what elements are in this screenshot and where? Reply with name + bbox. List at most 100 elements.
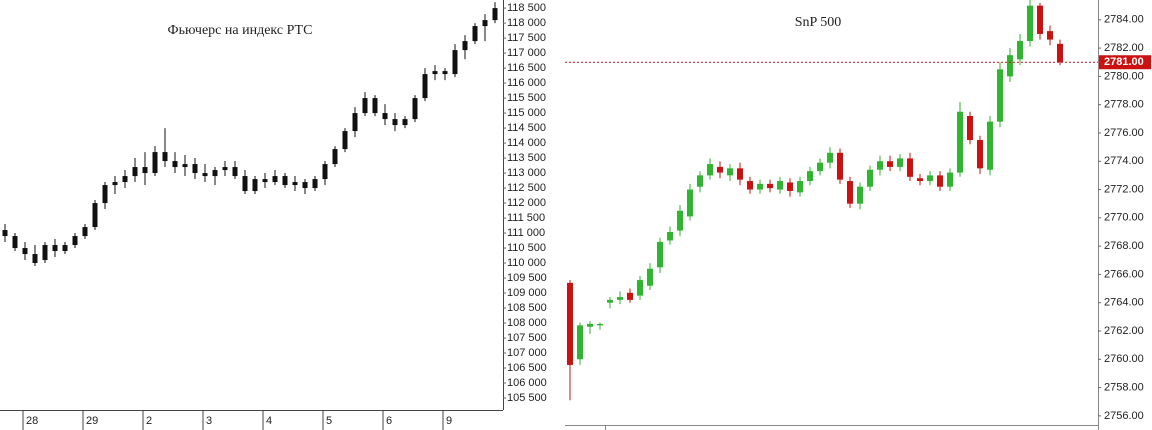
y-tick-label: 115 500	[507, 92, 546, 104]
candle-body	[787, 182, 793, 191]
y-tick-label: 112 500	[507, 182, 546, 194]
candle-body	[877, 161, 883, 170]
candle-body	[22, 248, 28, 255]
candle-body	[192, 164, 198, 174]
candle-body	[172, 161, 178, 168]
candle-body	[617, 297, 623, 300]
candle-body	[957, 111, 963, 173]
candle-body	[12, 236, 18, 249]
candle-body	[727, 168, 733, 176]
candle-body	[807, 171, 813, 182]
candle-body	[142, 167, 148, 174]
candle-body	[1047, 31, 1053, 40]
y-tick-label: 107 000	[507, 347, 547, 359]
candle-body	[52, 245, 58, 252]
y-tick-label: 110 000	[507, 257, 546, 269]
candle-body	[657, 241, 663, 268]
candle-body	[1007, 55, 1013, 77]
candle-body	[857, 186, 863, 204]
candle-body	[707, 164, 713, 176]
candle-body	[987, 121, 993, 170]
x-tick-label: 28	[26, 415, 38, 427]
candle-body	[777, 181, 783, 190]
candle-body	[82, 227, 88, 237]
y-tick-label: 110 500	[507, 242, 546, 254]
candle-body	[372, 98, 378, 114]
y-tick-label: 106 500	[507, 362, 547, 374]
y-tick-label: 116 500	[507, 62, 546, 74]
candle-body	[232, 167, 238, 177]
y-tick-label: 2780.00	[1104, 70, 1144, 82]
candle-body	[322, 164, 328, 180]
candle-body	[212, 170, 218, 177]
candle-body	[827, 152, 833, 163]
y-tick-label: 2766.00	[1104, 268, 1144, 280]
candle-body	[62, 245, 68, 252]
y-tick-label: 2762.00	[1104, 325, 1144, 337]
y-tick-label: 108 000	[507, 317, 547, 329]
y-tick-label: 113 500	[507, 152, 546, 164]
candle-body	[757, 183, 763, 190]
chart-title: Фьючерс на индекс РТС	[168, 23, 313, 38]
y-tick-label: 2776.00	[1104, 127, 1144, 139]
candle-body	[847, 181, 853, 204]
candle-body	[422, 74, 428, 99]
candle-body	[482, 20, 488, 27]
candle-body	[252, 179, 258, 192]
candle-body	[92, 203, 98, 228]
candle-body	[152, 152, 158, 174]
x-tick-label: 4	[266, 415, 272, 427]
x-tick-label: 2	[146, 415, 152, 427]
y-tick-label: 117 500	[507, 32, 546, 44]
y-tick-label: 106 000	[507, 377, 547, 389]
last-price-label: 2781.00	[1104, 56, 1144, 68]
candle-body	[452, 50, 458, 75]
candle-body	[352, 113, 358, 132]
y-tick-label: 2758.00	[1104, 381, 1144, 393]
candle-body	[687, 189, 693, 217]
y-tick-label: 108 500	[507, 302, 547, 314]
candle-body	[282, 176, 288, 186]
x-tick-label: 6	[386, 415, 392, 427]
candle-body	[132, 167, 138, 177]
candle-body	[1027, 5, 1033, 42]
candle-body	[102, 185, 108, 204]
candle-body	[747, 181, 753, 190]
candle-body	[262, 179, 268, 183]
candle-body	[577, 325, 583, 360]
candle-body	[312, 179, 318, 189]
candle-body	[717, 166, 723, 173]
candle-body	[997, 69, 1003, 122]
candle-body	[867, 169, 873, 187]
candle-body	[442, 71, 448, 75]
y-tick-label: 118 500	[507, 2, 546, 14]
candle-body	[927, 175, 933, 182]
candle-body	[737, 168, 743, 180]
candle-body	[1057, 43, 1063, 63]
y-tick-label: 2774.00	[1104, 155, 1144, 167]
x-tick-label: 9	[446, 415, 452, 427]
x-tick-label: 29	[86, 415, 98, 427]
candle-body	[122, 176, 128, 183]
candle-body	[637, 280, 643, 296]
y-tick-label: 109 500	[507, 272, 547, 284]
candle-body	[697, 175, 703, 187]
y-tick-label: 109 000	[507, 287, 547, 299]
candle-body	[597, 323, 603, 326]
candle-body	[302, 182, 308, 189]
y-tick-label: 2778.00	[1104, 99, 1144, 111]
candle-body	[667, 231, 673, 241]
candle-body	[392, 119, 398, 126]
candle-body	[1017, 41, 1023, 60]
candle-body	[412, 98, 418, 120]
y-tick-label: 2760.00	[1104, 353, 1144, 365]
y-tick-label: 115 000	[507, 107, 546, 119]
y-tick-label: 114 000	[507, 137, 546, 149]
candle-body	[402, 119, 408, 126]
chart-title: SnP 500	[795, 15, 842, 30]
candle-body	[382, 113, 388, 120]
y-tick-label: 114 500	[507, 122, 546, 134]
last-price-box	[1099, 55, 1151, 70]
candle-body	[587, 323, 593, 327]
